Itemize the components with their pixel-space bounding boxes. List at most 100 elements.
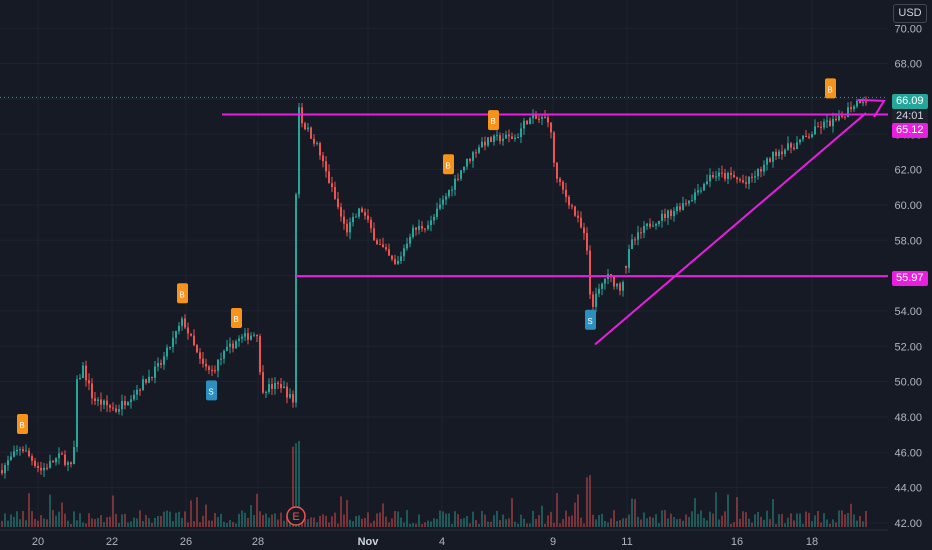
volume-bar: [340, 496, 342, 527]
candle-body: [574, 206, 576, 216]
candle-body: [796, 142, 798, 150]
volume-bar: [589, 475, 591, 527]
price-tick-label: 48.00: [894, 412, 922, 424]
candle-body: [844, 116, 846, 118]
volume-bar: [832, 519, 834, 527]
candle-body: [817, 126, 819, 128]
candle-body: [634, 239, 636, 241]
arrow-head[interactable]: [857, 98, 886, 118]
candle-body: [355, 216, 357, 218]
candle-body: [22, 449, 24, 452]
volume-bar: [748, 518, 750, 527]
candle-body: [346, 223, 348, 233]
candle-body: [529, 118, 531, 125]
volume-bar: [415, 523, 417, 527]
volume-bar: [226, 522, 228, 527]
volume-bar: [292, 446, 294, 527]
candle-body: [829, 120, 831, 127]
volume-bar: [10, 514, 12, 527]
candle-body: [151, 376, 153, 378]
signal-badge-text: S: [587, 317, 592, 326]
volume-bar: [139, 510, 141, 527]
candle-body: [526, 120, 528, 125]
candle-body: [679, 206, 681, 210]
earnings-marker[interactable]: E: [286, 506, 306, 526]
candle-body: [787, 143, 789, 150]
volume-bar: [805, 511, 807, 527]
candle-body: [124, 401, 126, 406]
candle-body: [208, 366, 210, 370]
volume-bar: [829, 523, 831, 527]
volume-bar: [637, 516, 639, 527]
volume-bar: [865, 511, 867, 527]
candle-body: [541, 116, 543, 119]
candle-body: [328, 171, 330, 184]
volume-bar: [22, 510, 24, 527]
volume-bar: [217, 516, 219, 527]
volume-bar: [322, 514, 324, 527]
volume-bar: [616, 521, 618, 527]
volume-bar: [34, 518, 36, 527]
candle-body: [70, 462, 72, 465]
signal-badges: B B B S B B S B: [17, 78, 836, 434]
candle-body: [586, 233, 588, 251]
volume-bar: [25, 520, 27, 527]
volume-bar: [493, 515, 495, 527]
volume-bar: [460, 518, 462, 527]
earnings-circle: [286, 506, 306, 526]
volume-bar: [193, 521, 195, 527]
time-tick-label: 9: [550, 536, 556, 548]
volume-bar: [523, 518, 525, 527]
candle-body: [370, 219, 372, 229]
candle-body: [736, 177, 738, 180]
volume-bar: [520, 514, 522, 527]
volume-bar: [511, 498, 513, 527]
candle-body: [793, 147, 795, 150]
volume-bar: [577, 494, 579, 527]
candle-body: [358, 208, 360, 217]
volume-bar: [496, 510, 498, 527]
volume-bar: [427, 520, 429, 527]
volume-bar: [148, 518, 150, 527]
volume-bar: [37, 520, 39, 527]
candle-body: [49, 460, 51, 468]
volume-bar: [103, 522, 105, 527]
candle-body: [619, 283, 621, 291]
volume-bar: [325, 515, 327, 527]
candle-body: [466, 158, 468, 167]
price-axis-bg: [888, 0, 932, 530]
candle-body: [4, 465, 6, 474]
candle-body: [382, 244, 384, 248]
volume-bar: [319, 515, 321, 527]
time-axis[interactable]: 20 22 26 28 Nov 4 9 11 16 18: [0, 529, 932, 550]
volume-bar: [532, 510, 534, 527]
volume-bar: [124, 513, 126, 527]
candle-body: [322, 155, 324, 162]
candle-body: [682, 203, 684, 210]
candle-body: [403, 248, 405, 257]
volume-bar: [106, 517, 108, 527]
candle-body: [142, 379, 144, 390]
volume-bar: [856, 520, 858, 527]
volume-bar: [394, 510, 396, 527]
currency-button[interactable]: USD: [893, 4, 927, 23]
resistance-price-tag: 65.12: [892, 123, 928, 138]
volume-bar: [730, 523, 732, 527]
candle-body: [757, 169, 759, 177]
candle-body: [157, 363, 159, 367]
volume-bar: [82, 522, 84, 527]
price-tick-label: 42.00: [894, 518, 922, 530]
volume-bar: [190, 500, 192, 527]
drawings[interactable]: [0, 96, 888, 346]
trend-line[interactable]: [594, 112, 867, 346]
candle-body: [19, 449, 21, 451]
volume-bar: [313, 517, 315, 527]
price-axis[interactable]: 70.0068.0066.0064.0062.0060.0058.0056.00…: [888, 0, 932, 530]
volume-bar: [547, 515, 549, 527]
volume-bar: [370, 523, 372, 527]
volume-bar: [397, 511, 399, 527]
volume-bar: [73, 511, 75, 527]
volume-bar: [859, 516, 861, 527]
volume-bar: [244, 512, 246, 527]
